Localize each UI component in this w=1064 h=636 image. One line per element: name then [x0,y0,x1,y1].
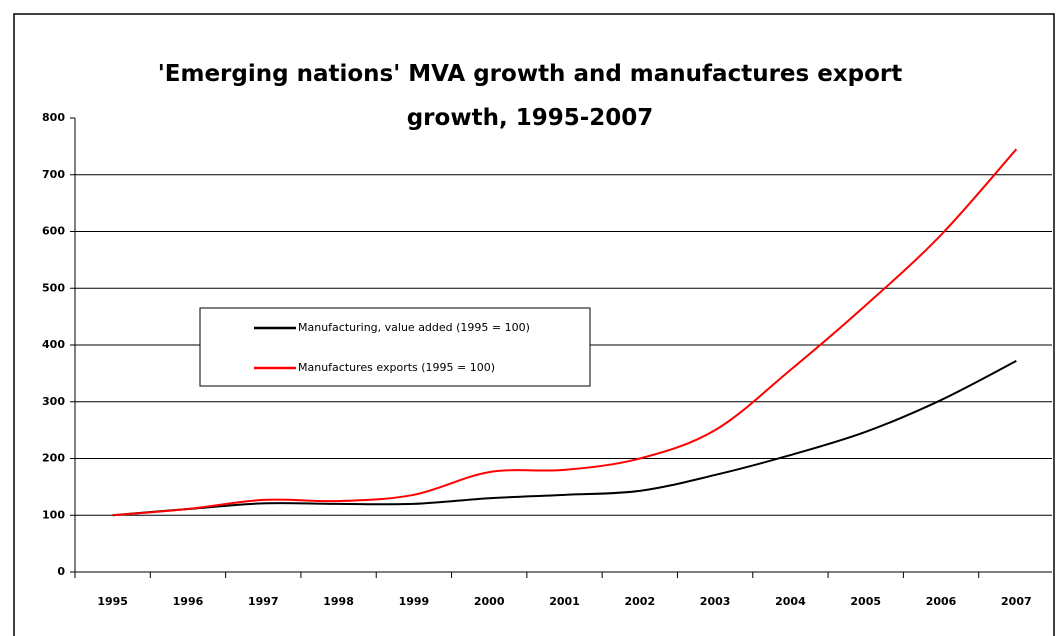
series-line [112,360,1017,517]
x-tick-label: 2000 [474,595,505,608]
x-tick-label: 2001 [549,595,580,608]
chart-frame [13,13,1055,636]
x-tick-label: 2004 [775,595,806,608]
x-tick-label: 2002 [624,595,655,608]
y-tick-label: 700 [42,168,65,181]
y-tick-label: 300 [42,395,65,408]
y-tick-label: 100 [42,508,65,521]
x-tick-label: 1995 [97,595,128,608]
x-tick-label: 1997 [248,595,279,608]
y-tick-label: 800 [42,111,65,124]
chart-title: 'Emerging nations' MVA growth and manufa… [157,61,903,131]
legend-label: Manufactures exports (1995 = 100) [298,361,495,374]
x-tick-label: 2007 [1001,595,1032,608]
x-tick-label: 1999 [399,595,430,608]
x-tick-label: 1998 [323,595,354,608]
legend-box [199,307,591,387]
legend-label: Manufacturing, value added (1995 = 100) [298,321,530,334]
y-tick-label: 500 [42,281,65,294]
x-tick-label: 1996 [173,595,204,608]
y-tick-label: 0 [57,565,65,578]
x-tick-label: 2006 [926,595,957,608]
y-tick-label: 400 [42,338,65,351]
y-tick-label: 600 [42,225,65,238]
x-tick-label: 2003 [700,595,731,608]
x-tick-label: 2005 [850,595,881,608]
series-line [112,148,1018,517]
y-tick-label: 200 [42,452,65,465]
